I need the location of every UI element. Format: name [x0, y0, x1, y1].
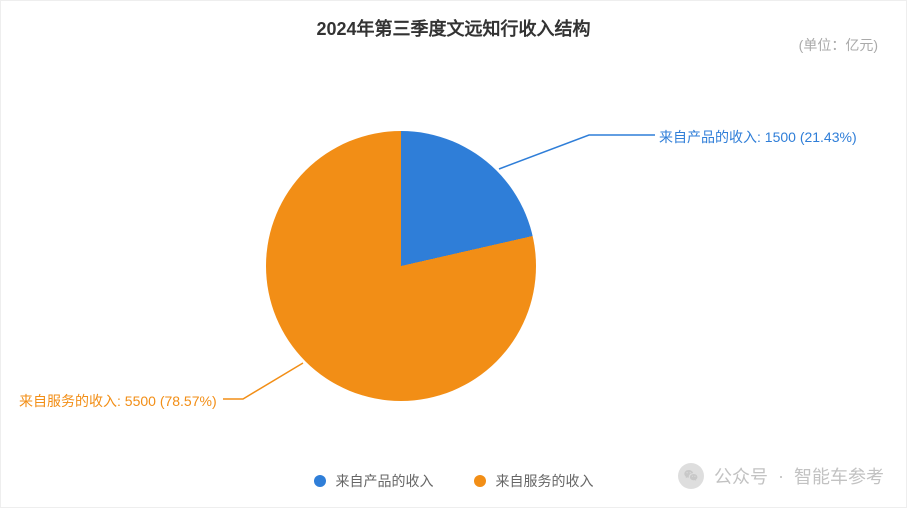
- legend-dot: [314, 475, 326, 487]
- legend-item[interactable]: 来自服务的收入: [474, 471, 594, 491]
- watermark-separator: ·: [778, 466, 784, 487]
- callout-label: 来自服务的收入: 5500 (78.57%): [19, 391, 217, 411]
- wechat-icon: [678, 463, 704, 489]
- pie-chart: 来自产品的收入: 1500 (21.43%) 来自服务的收入: 5500 (78.…: [1, 1, 907, 509]
- watermark-prefix: 公众号: [714, 463, 768, 489]
- legend-label: 来自服务的收入: [496, 471, 594, 491]
- callout-line: [499, 135, 655, 169]
- pie-disc: [266, 131, 536, 401]
- callout-line: [223, 363, 303, 399]
- legend-label: 来自产品的收入: [336, 471, 434, 491]
- watermark: 公众号 · 智能车参考: [678, 463, 884, 489]
- legend-dot: [474, 475, 486, 487]
- chart-container: 2024年第三季度文远知行收入结构 (单位：亿元) 来自产品的收入: 1500 …: [0, 0, 907, 508]
- legend-item[interactable]: 来自产品的收入: [314, 471, 434, 491]
- watermark-name: 智能车参考: [794, 463, 884, 489]
- callout-label: 来自产品的收入: 1500 (21.43%): [659, 127, 857, 147]
